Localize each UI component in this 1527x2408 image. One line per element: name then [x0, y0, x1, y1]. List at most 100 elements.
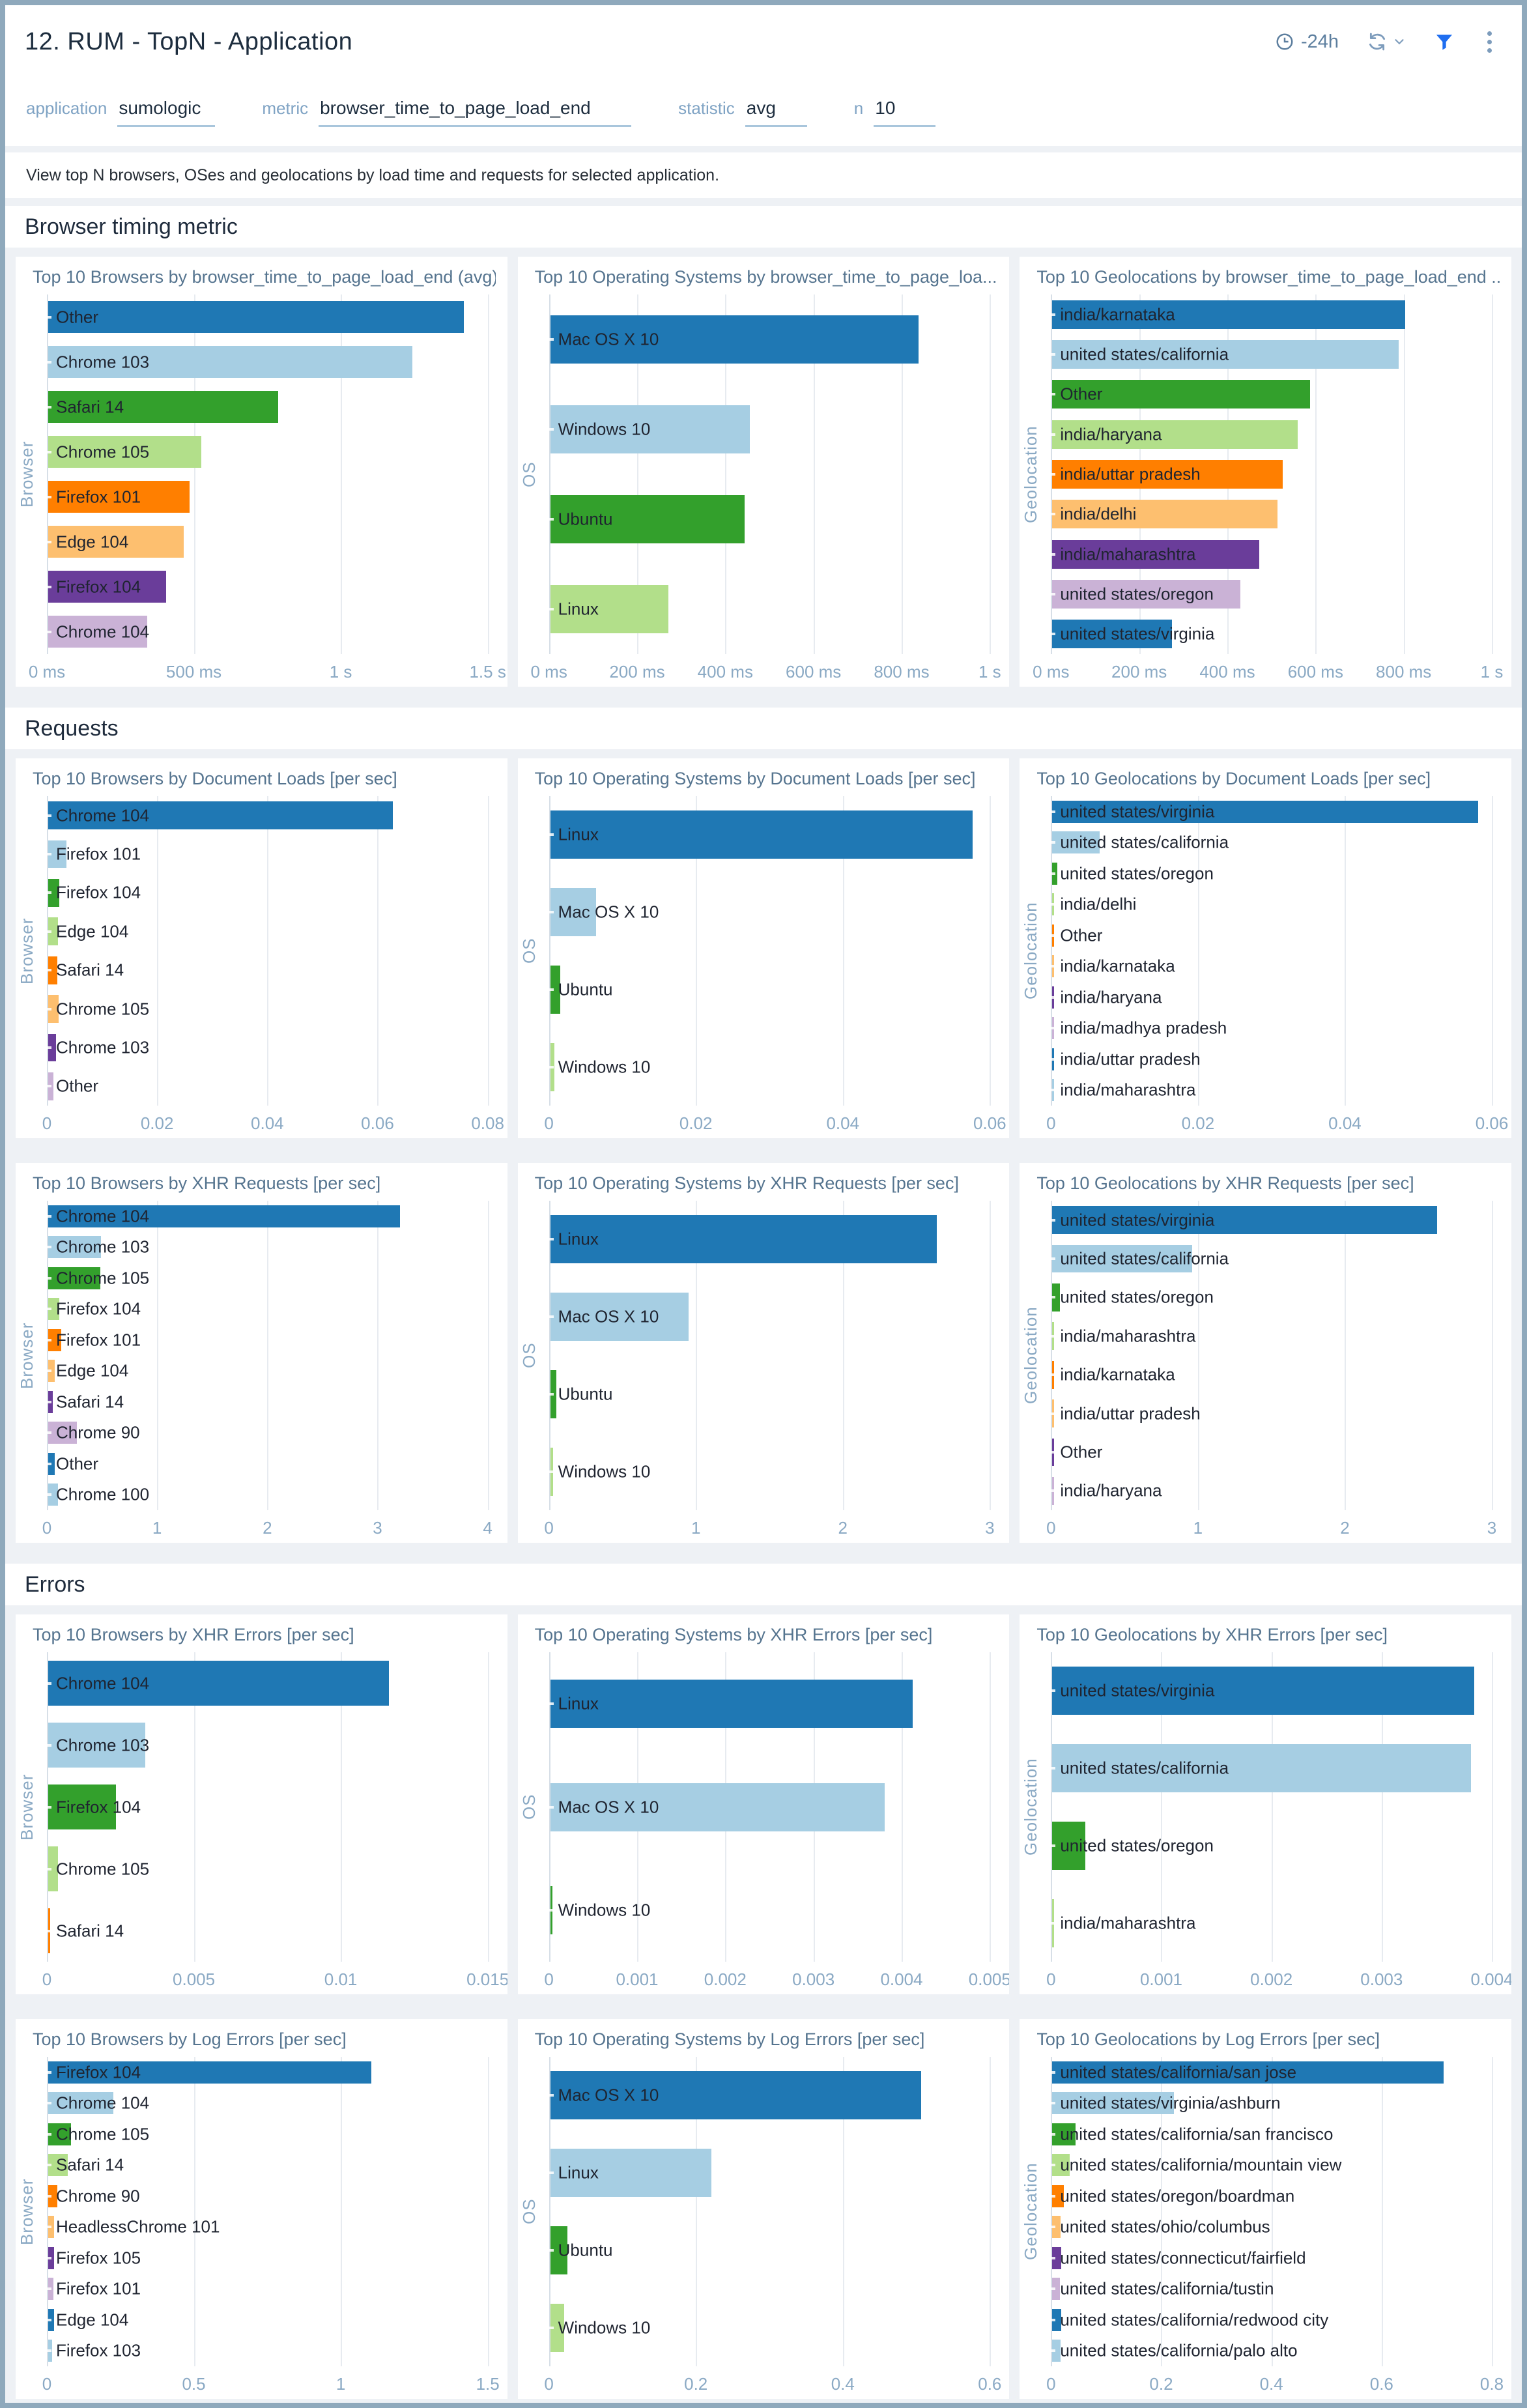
bar[interactable]	[550, 1680, 913, 1728]
bar[interactable]	[48, 1205, 400, 1227]
bar[interactable]	[48, 1328, 62, 1351]
bar[interactable]	[48, 2092, 113, 2115]
bar-tick	[1048, 1844, 1056, 1847]
bar[interactable]	[550, 1783, 885, 1831]
filter-n[interactable]: n 10	[854, 98, 936, 127]
bar-label: india/madhya pradesh	[1060, 1018, 1227, 1038]
filter-metric[interactable]: metric browser_time_to_page_load_end	[262, 98, 632, 127]
bar[interactable]	[48, 917, 59, 946]
bar[interactable]	[48, 1452, 55, 1475]
bar[interactable]	[1052, 380, 1310, 409]
bar[interactable]	[48, 1846, 59, 1891]
filter-value[interactable]: 10	[874, 98, 936, 127]
bar[interactable]	[48, 2061, 372, 2084]
time-range-control[interactable]: -24h	[1275, 31, 1339, 53]
bar[interactable]	[1052, 2340, 1061, 2362]
kebab-menu-icon[interactable]	[1482, 29, 1497, 55]
bar[interactable]	[48, 1033, 56, 1062]
bar[interactable]	[550, 810, 973, 859]
bar[interactable]	[48, 615, 148, 648]
bar[interactable]	[1052, 1283, 1060, 1312]
bar[interactable]	[48, 995, 59, 1023]
bar-label: Ubuntu	[558, 979, 613, 999]
bar[interactable]	[550, 2303, 565, 2352]
bar[interactable]	[1052, 1206, 1438, 1235]
bar[interactable]	[1052, 2216, 1061, 2239]
gridline	[193, 2057, 195, 2366]
bar[interactable]	[1052, 800, 1479, 823]
bar[interactable]	[48, 1784, 116, 1829]
bar[interactable]	[48, 345, 413, 379]
bar-label: united states/oregon/boardman	[1060, 2186, 1295, 2206]
bar[interactable]	[1052, 1667, 1475, 1715]
bar[interactable]	[1052, 420, 1298, 449]
x-tick-label: 0.005	[968, 1970, 1010, 1989]
bar-tick	[545, 833, 554, 837]
bar[interactable]	[48, 570, 167, 603]
bar-tick	[545, 428, 554, 431]
bar[interactable]	[48, 435, 201, 468]
bar[interactable]	[48, 480, 190, 513]
bar[interactable]	[550, 1215, 937, 1264]
bar[interactable]	[48, 300, 464, 334]
bar-label: united states/oregon	[1060, 1287, 1214, 1307]
bar[interactable]	[1052, 2308, 1061, 2331]
bar[interactable]	[1052, 579, 1241, 609]
x-tick-label: 0	[1046, 1970, 1056, 1989]
bar[interactable]	[48, 801, 393, 830]
bar[interactable]	[550, 1293, 689, 1341]
refresh-control[interactable]	[1366, 31, 1406, 53]
bar[interactable]	[1052, 2278, 1061, 2300]
bar[interactable]	[48, 1236, 102, 1259]
bar[interactable]	[550, 315, 919, 364]
bar[interactable]	[1052, 2061, 1444, 2084]
filter-value[interactable]: avg	[745, 98, 807, 127]
bar[interactable]	[550, 888, 596, 937]
bar[interactable]	[1052, 831, 1100, 854]
bar[interactable]	[48, 1360, 55, 1383]
bar[interactable]	[1052, 1821, 1086, 1870]
bar[interactable]	[1052, 539, 1259, 569]
bar[interactable]	[48, 525, 184, 558]
bar[interactable]	[1052, 339, 1399, 369]
bar[interactable]	[48, 879, 59, 907]
filter-statistic[interactable]: statistic avg	[678, 98, 807, 127]
bar[interactable]	[48, 2123, 71, 2145]
bar[interactable]	[48, 1298, 59, 1321]
bar-label: united states/virginia	[1060, 624, 1215, 644]
bar[interactable]	[1052, 1744, 1472, 1793]
bar[interactable]	[1052, 2092, 1175, 2115]
bar[interactable]	[1052, 300, 1405, 329]
filter-button[interactable]	[1434, 31, 1455, 52]
bar[interactable]	[1052, 500, 1278, 529]
bar[interactable]	[550, 405, 750, 453]
bar[interactable]	[1052, 620, 1172, 649]
bar[interactable]	[48, 2185, 58, 2207]
bar[interactable]	[550, 965, 561, 1014]
filter-value[interactable]: sumologic	[117, 98, 216, 127]
filter-funnel-icon	[1434, 31, 1455, 52]
bar[interactable]	[1052, 1244, 1192, 1273]
bar[interactable]	[48, 1484, 59, 1506]
filter-value[interactable]: browser_time_to_page_load_end	[319, 98, 632, 127]
bar-label: united states/ohio/columbus	[1060, 2216, 1270, 2237]
bar[interactable]	[1052, 2123, 1076, 2145]
bar[interactable]	[1052, 2185, 1064, 2207]
bar[interactable]	[48, 1422, 77, 1444]
filter-application[interactable]: application sumologic	[26, 98, 216, 127]
gridline	[1197, 1201, 1199, 1510]
bar[interactable]	[48, 956, 57, 984]
x-tick-label: 0.015	[466, 1970, 507, 1989]
bar-label: Windows 10	[558, 1900, 651, 1920]
bar[interactable]	[48, 1267, 100, 1289]
bar[interactable]	[550, 585, 668, 633]
bar[interactable]	[550, 495, 745, 543]
bar[interactable]	[550, 2071, 922, 2120]
bar[interactable]	[48, 1661, 390, 1706]
bar[interactable]	[1052, 459, 1283, 489]
gridline	[377, 796, 379, 1106]
bar[interactable]	[1052, 2246, 1061, 2269]
bar[interactable]	[48, 1723, 145, 1768]
bar[interactable]	[550, 2149, 711, 2198]
bar[interactable]	[48, 390, 278, 423]
